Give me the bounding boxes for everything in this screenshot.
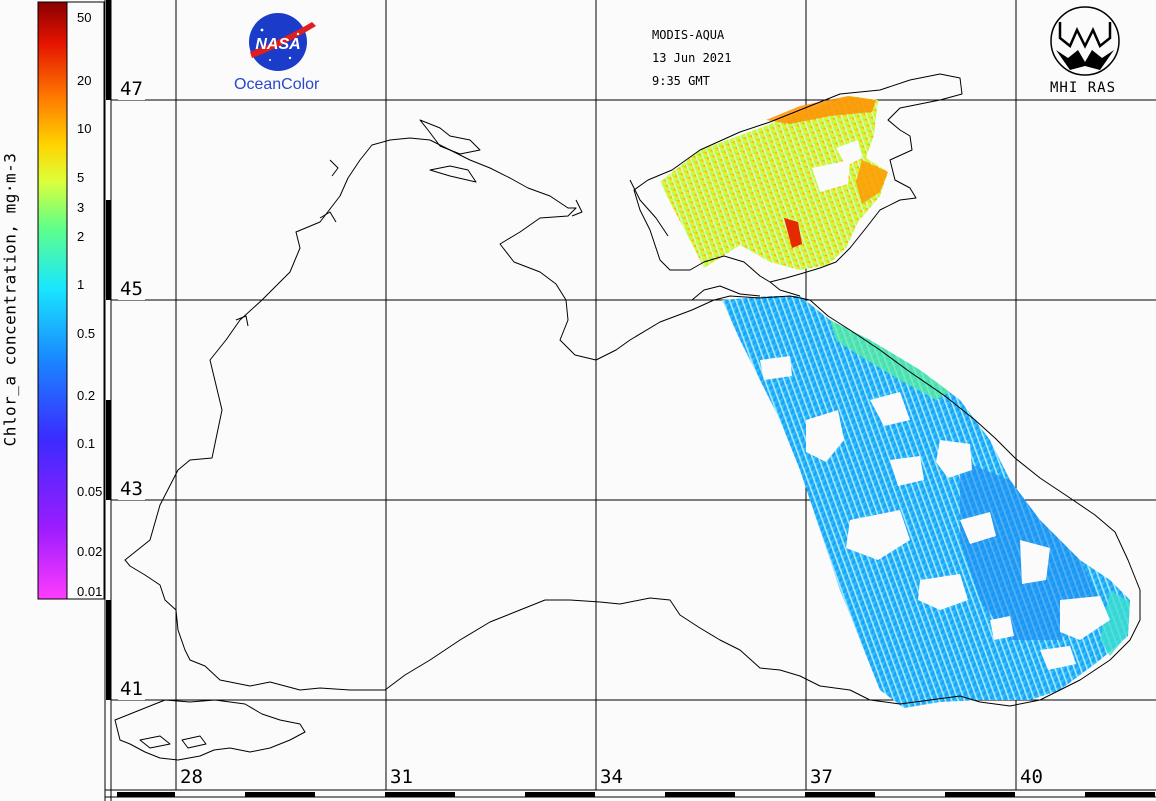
- lon-label-37: 37: [810, 766, 833, 788]
- colorbar: [37, 1, 105, 600]
- lon-label-34: 34: [600, 766, 623, 788]
- colorbar-tick: 5: [77, 170, 85, 185]
- colorbar-tick: 1: [77, 277, 85, 292]
- colorbar-tick: 0.5: [77, 326, 96, 341]
- colorbar-tick: 0.01: [77, 584, 103, 599]
- colorbar-gradient: [37, 1, 68, 600]
- colorbar-tick: 0.05: [77, 484, 103, 499]
- acquisition-date: 13 Jun 2021: [652, 51, 732, 65]
- nasa-caption: OceanColor: [234, 76, 320, 93]
- nasa-logo: NASA: [249, 13, 316, 71]
- lat-label-47: 47: [118, 78, 145, 100]
- image-metadata: MODIS-AQUA 13 Jun 2021 9:35 GMT: [652, 24, 731, 93]
- colorbar-tick: 0.2: [77, 388, 96, 403]
- colorbar-tick: 2: [77, 229, 85, 244]
- lat-label-43: 43: [118, 478, 145, 500]
- colorbar-label-panel: [66, 1, 105, 600]
- acquisition-time: 9:35 GMT: [652, 74, 710, 88]
- map-frame-ruler-bottom: [105, 789, 1156, 798]
- colorbar-tick: 0.1: [77, 436, 96, 451]
- colorbar-tick: 10: [77, 121, 92, 136]
- lon-label-31: 31: [390, 766, 413, 788]
- lat-label-45: 45: [118, 278, 145, 300]
- chlorophyll-swath-azov: [660, 96, 888, 270]
- chlorophyll-swath-black-sea: [722, 296, 1130, 708]
- colorbar-tick: 0.02: [77, 544, 103, 559]
- coastline: [114, 73, 1141, 761]
- sensor-name: MODIS-AQUA: [652, 28, 725, 42]
- mhi-caption: MHI RAS: [1050, 80, 1117, 96]
- colorbar-tick: 50: [77, 10, 92, 25]
- colorbar-tick: 3: [77, 200, 85, 215]
- nasa-wordmark: NASA: [255, 36, 300, 53]
- mhi-ras-logo: [1050, 6, 1120, 76]
- lon-label-40: 40: [1020, 766, 1043, 788]
- lat-label-41: 41: [118, 678, 145, 700]
- map-frame-ruler-left: [104, 0, 112, 801]
- lon-label-28: 28: [180, 766, 203, 788]
- colorbar-title: Chlor_a concentration, mg·m-3: [0, 152, 20, 447]
- colorbar-tick: 20: [77, 73, 92, 88]
